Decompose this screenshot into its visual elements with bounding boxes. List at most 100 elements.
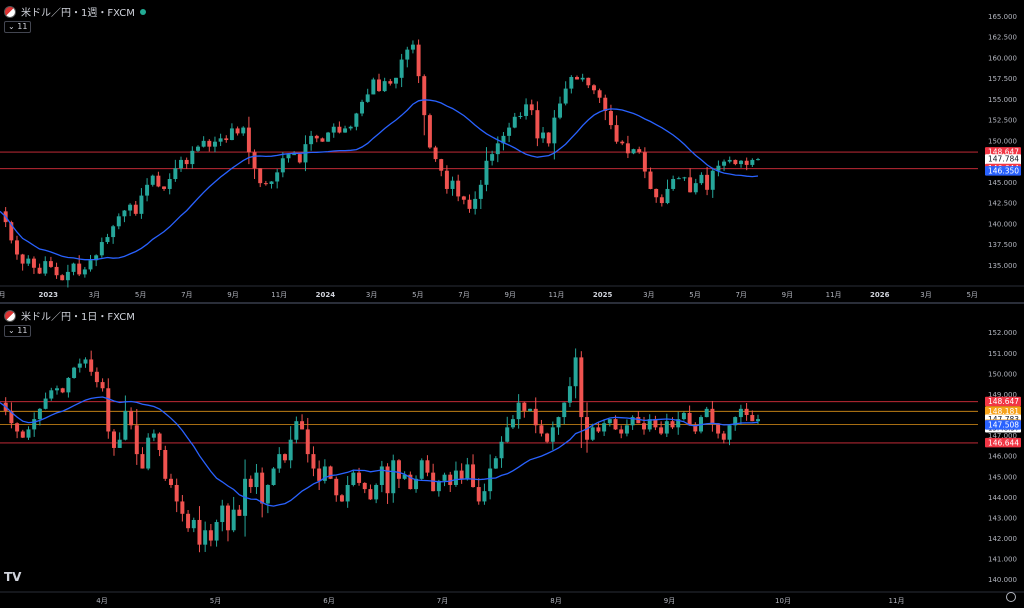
candle-body	[665, 188, 670, 204]
candle-body	[241, 127, 246, 134]
candle-body	[507, 127, 512, 136]
candle-body	[733, 417, 738, 426]
candle-body	[139, 195, 144, 214]
candle-body	[231, 509, 236, 531]
candle-body	[196, 146, 200, 151]
candle-body	[676, 178, 681, 180]
candle-body	[190, 150, 195, 165]
candle-body	[647, 419, 652, 430]
candle-body	[224, 138, 229, 141]
price-label: 146.350	[985, 166, 1021, 176]
candle-body	[220, 505, 225, 523]
candle-body	[614, 125, 619, 142]
candle-body	[305, 429, 310, 455]
settings-gear-icon[interactable]	[1006, 592, 1016, 602]
candle-body	[744, 160, 749, 165]
price-tick-label: 142.000	[988, 535, 1017, 543]
candle-body	[546, 132, 551, 144]
candle-body	[203, 530, 208, 545]
candle-body	[739, 160, 744, 165]
pane-divider[interactable]	[0, 302, 1024, 304]
candle-body	[482, 491, 487, 502]
candle-body	[105, 237, 110, 243]
market-status-icon	[139, 8, 146, 15]
candle-body	[590, 427, 595, 440]
candle-body	[671, 179, 676, 189]
price-label: 148.647	[985, 396, 1021, 407]
candle-body	[448, 474, 453, 485]
time-tick-label: 9月	[227, 291, 238, 299]
candle-body	[382, 81, 387, 92]
candle-body	[624, 425, 629, 434]
candle-body	[334, 478, 339, 496]
price-label: 147.508	[985, 420, 1021, 430]
price-label-bg	[985, 396, 1021, 407]
time-tick-label: 5月	[689, 291, 700, 299]
candle-body	[613, 419, 618, 430]
candle-body	[659, 197, 664, 204]
candle-body	[374, 484, 379, 500]
candle-body	[322, 466, 327, 481]
candle-body	[664, 421, 669, 434]
price-label-bg	[985, 406, 1021, 416]
price-tick-label: 145.000	[988, 473, 1017, 481]
candle-body	[402, 474, 407, 479]
daily-chart-svg[interactable]: 152.000151.000150.000149.000148.000147.0…	[0, 304, 1024, 608]
weekly-chart-svg[interactable]: 165.000 162.500 160.000 157.500 155.000 152.5…	[0, 0, 1024, 302]
candle-body	[258, 168, 263, 184]
tradingview-logo-icon[interactable]: TV	[4, 570, 22, 584]
candle-body	[687, 412, 692, 426]
candle-body	[608, 110, 613, 126]
candle-body	[212, 141, 217, 147]
candle-body	[591, 85, 596, 91]
candle-body	[625, 143, 630, 154]
candle-body	[550, 427, 555, 442]
candle-body	[43, 398, 48, 409]
candle-body	[461, 196, 466, 200]
candle-body	[339, 495, 344, 502]
weekly-indicator-count: 11	[17, 22, 28, 31]
time-tick-label: 7月	[181, 291, 192, 299]
candle-body	[528, 408, 533, 411]
weekly-legend[interactable]: 米ドル／円・1週・FXCM	[4, 4, 146, 19]
candle-body	[235, 128, 240, 134]
candle-body	[476, 487, 481, 502]
candle-body	[167, 179, 172, 189]
candle-body	[688, 177, 693, 193]
candle-body	[280, 158, 285, 173]
time-tick-label: 2024	[316, 291, 336, 299]
candle-body	[229, 128, 234, 141]
candle-body	[345, 484, 350, 502]
candle-body	[9, 222, 14, 241]
candle-body	[414, 478, 419, 490]
time-tick-label: 9月	[504, 291, 515, 299]
candle-body	[314, 135, 319, 139]
candle-body	[146, 437, 151, 469]
time-tick-label: 3月	[366, 291, 377, 299]
weekly-indicator-toggle[interactable]: ⌄ 11	[4, 21, 32, 33]
daily-indicator-toggle[interactable]: ⌄ 11	[4, 325, 32, 337]
candle-body	[478, 184, 483, 199]
candle-body	[218, 138, 223, 142]
candle-body	[191, 519, 196, 529]
candle-body	[670, 421, 675, 428]
candle-body	[484, 160, 489, 185]
weekly-chart-pane[interactable]: 米ドル／円・1週・FXCM ⌄ 11 165.000 162.500 160.000…	[0, 0, 1024, 302]
time-tick-label: 2025	[593, 291, 613, 299]
time-tick-label: 3月	[920, 291, 931, 299]
price-label-text: 147.783	[988, 415, 1019, 424]
candle-body	[26, 258, 31, 264]
candle-body	[575, 76, 579, 80]
daily-chart-pane[interactable]: 米ドル／円・1日・FXCM ⌄ 11 152.000 151.000 150.000…	[0, 304, 1024, 608]
candle-body	[436, 480, 441, 492]
candle-body	[54, 388, 59, 391]
candle-body	[252, 152, 257, 169]
price-tick-label: 160.000	[988, 54, 1017, 62]
price-label-bg	[985, 437, 1021, 448]
candle-body	[716, 423, 721, 434]
candle-body	[317, 468, 322, 481]
candle-body	[444, 170, 449, 189]
price-tick-label: 165.000	[988, 13, 1017, 21]
candle-body	[89, 359, 94, 372]
daily-legend[interactable]: 米ドル／円・1日・FXCM	[4, 308, 135, 323]
